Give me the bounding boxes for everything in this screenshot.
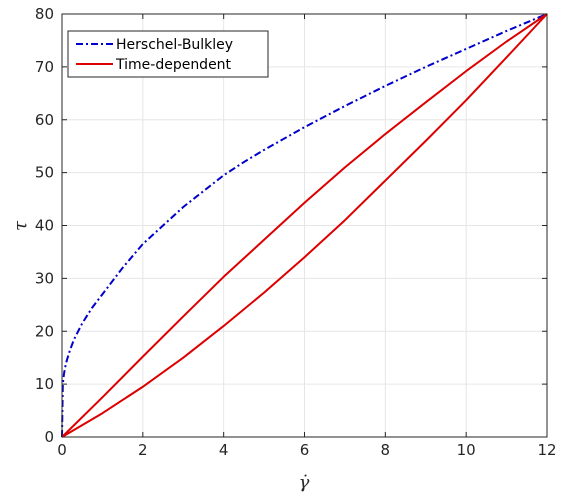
x-tick-label: 0: [57, 441, 67, 459]
series-line-1: [61, 13, 548, 438]
series-line-2: [61, 13, 548, 438]
y-axis-label: τ: [10, 220, 31, 231]
y-tick-label: 80: [35, 5, 54, 23]
axis-ticks: 0 2 4 6 8 10 12 0 10 20 30 40 50 60 70 80: [35, 5, 557, 459]
y-tick-label: 60: [35, 111, 54, 129]
y-tick-label: 70: [35, 58, 54, 76]
legend-box: [67, 30, 269, 78]
legend-label-time-dependent: Time-dependent: [115, 57, 232, 73]
x-tick-label: 2: [138, 441, 148, 459]
y-tick-label: 40: [35, 217, 54, 235]
x-axis-label: γ̇: [299, 472, 310, 493]
y-tick-label: 50: [35, 164, 54, 182]
legend-label-herschel-bulkley: Herschel-Bulkley: [116, 37, 233, 53]
x-tick-label: 4: [219, 441, 229, 459]
y-tick-label: 10: [35, 375, 54, 393]
x-tick-label: 6: [300, 441, 310, 459]
y-tick-label: 20: [35, 322, 54, 340]
x-tick-label: 10: [457, 441, 476, 459]
y-tick-label: 30: [35, 269, 54, 287]
y-tick-label: 0: [44, 428, 54, 446]
series-line-3: [61, 13, 548, 438]
series-layer: [61, 13, 548, 438]
legend: Herschel-Bulkley Time-dependent: [67, 30, 269, 78]
x-tick-label: 8: [381, 441, 391, 459]
x-tick-label: 12: [537, 441, 556, 459]
